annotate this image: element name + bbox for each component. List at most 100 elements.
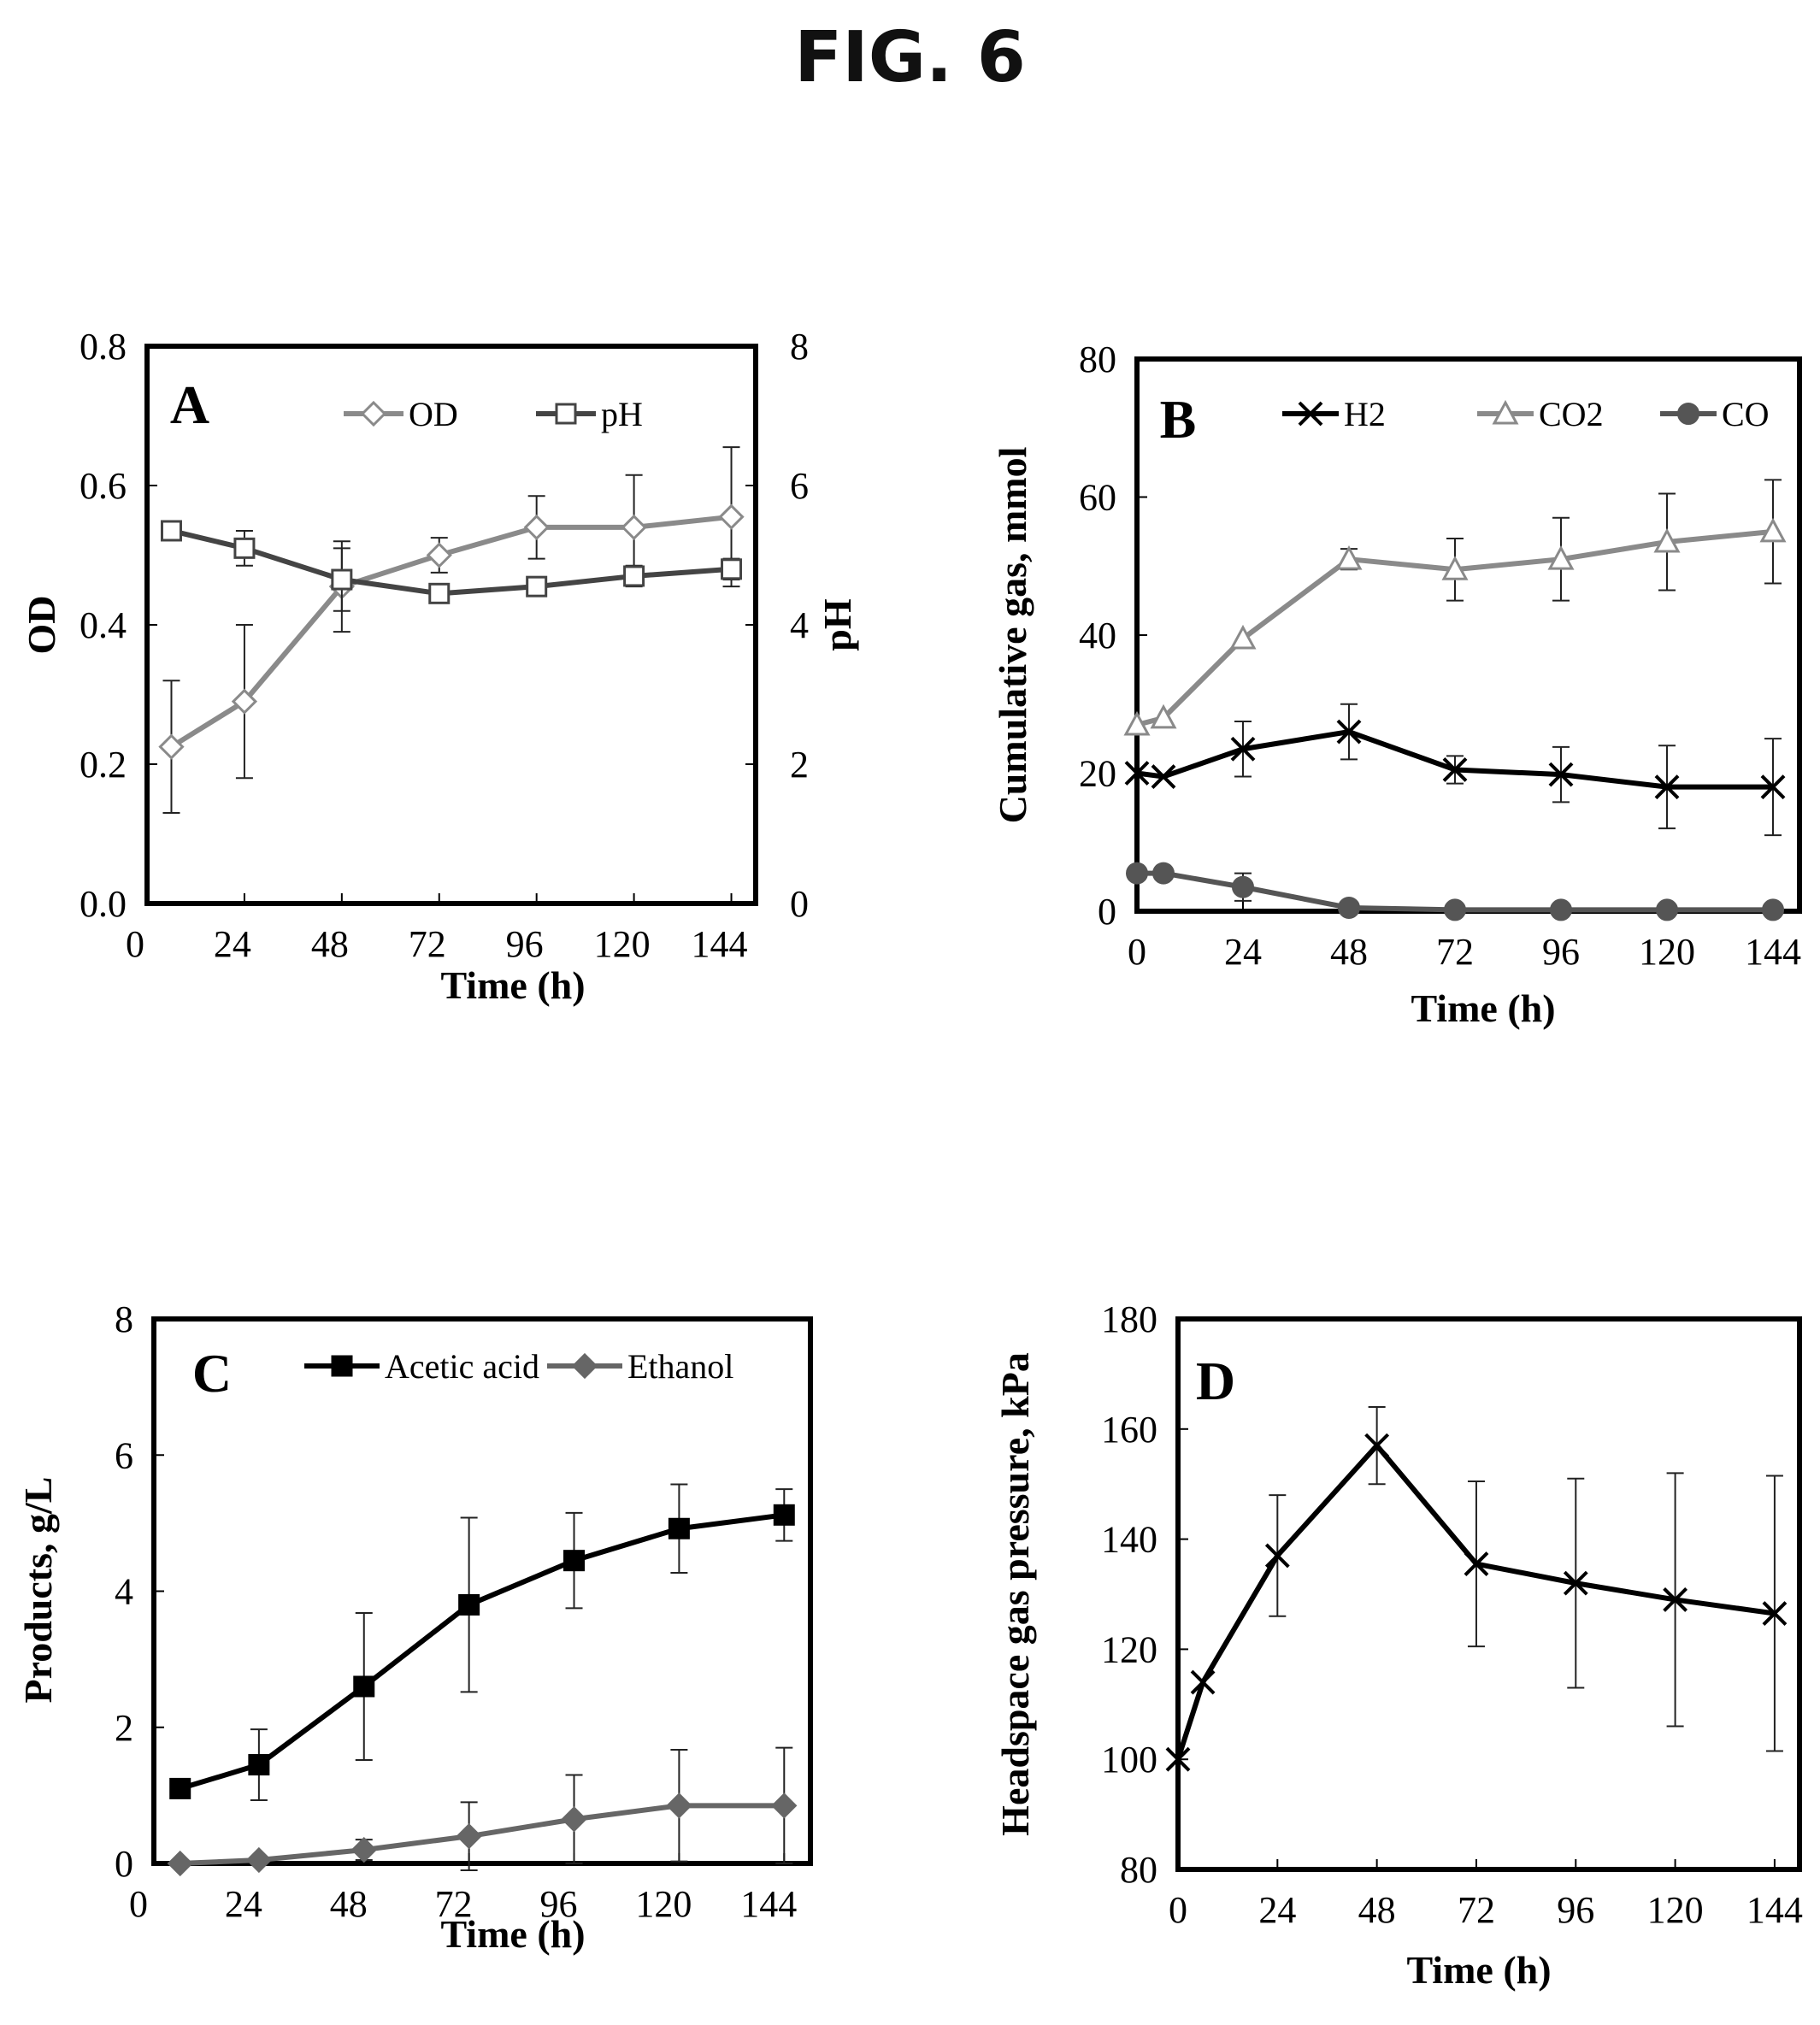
panel-a-y2-tick-label: 2 — [790, 744, 809, 786]
panel-a-data-point — [718, 503, 745, 530]
panel-c-x-tick-label: 0 — [129, 1883, 148, 1925]
panel-a-x-tick-label: 144 — [692, 923, 748, 965]
panel-a-x-tick-label: 0 — [126, 923, 144, 965]
panel-c-data-point — [561, 1806, 587, 1833]
panel-b-data-point — [1230, 736, 1256, 762]
panel-a-x-tick-label: 48 — [311, 923, 349, 965]
panel-c-data-point — [668, 1517, 690, 1539]
panel-a-y-tick-label: 0.2 — [80, 744, 127, 786]
panel-a-y-tick-label: 0.6 — [80, 465, 127, 507]
panel-b-x-tick-label: 120 — [1639, 931, 1695, 973]
panel-a-letter: A — [170, 374, 209, 435]
panel-b-data-point — [1229, 624, 1257, 650]
panel-b-data-point — [1548, 762, 1574, 787]
panel-c-y-tick-label: 4 — [115, 1571, 133, 1613]
panel-a-legend-label: pH — [601, 395, 643, 433]
panel-c-x-axis-title: Time (h) — [440, 1912, 585, 1956]
panel-a-y2-tick-label: 8 — [790, 326, 809, 368]
panel-a-data-point — [523, 514, 550, 541]
panel-a-x-tick-label: 96 — [506, 923, 544, 965]
panel-b-data-point — [1123, 710, 1151, 736]
panel-d-data-point — [1165, 1746, 1191, 1772]
panel-d-series-line — [1175, 1443, 1776, 1761]
panel-c-y-axis-title: Products, g/L — [16, 1477, 60, 1704]
panel-a-legend: OD pH — [344, 395, 643, 433]
panel-b-x-tick-label: 96 — [1542, 931, 1580, 973]
panel-b-x-tick-label: 0 — [1128, 931, 1146, 973]
panel-a-x-tick-label: 24 — [214, 923, 251, 965]
panel-d-data-point — [1364, 1433, 1390, 1458]
panel-d-x-tick-label: 96 — [1557, 1889, 1594, 1931]
panel-b-x-tick-label: 48 — [1330, 931, 1368, 973]
panel-b-data-point — [1335, 545, 1363, 570]
panel-b-x-tick-label: 24 — [1224, 931, 1262, 973]
panel-a-y-tick-label: 0.0 — [80, 883, 127, 925]
panel-a-data-point — [331, 568, 353, 591]
panel-c-series-line — [179, 1512, 785, 1792]
panel-a-data-point — [428, 582, 451, 604]
panel-b-data-point — [1151, 764, 1176, 789]
panel-b-x-axis-title: Time (h) — [1411, 986, 1555, 1030]
panel-a-data-point — [426, 542, 452, 568]
panel-b-data-point — [1442, 757, 1468, 782]
panel-b-legend: H2 CO2 CO — [1282, 395, 1770, 433]
panel-d-x-tick-label: 0 — [1169, 1889, 1187, 1931]
panel-b-data-point — [1547, 545, 1575, 570]
panel-b-data-point — [1444, 898, 1466, 921]
panel-b-plot-frame — [1134, 356, 1802, 914]
panel-c-data-point — [456, 1823, 482, 1850]
panel-c-x-tick-label: 24 — [225, 1883, 262, 1925]
panel-c-x-tick-label: 96 — [540, 1883, 578, 1925]
panel-c-series-0 — [169, 1483, 795, 1801]
panel-b-data-point — [1150, 703, 1177, 729]
panel-a-x-axis-title: Time (h) — [440, 963, 585, 1007]
panel-c-data-point — [350, 1836, 377, 1863]
panel-d-x-tick-label: 120 — [1647, 1889, 1704, 1931]
panel-c-data-point — [773, 1504, 795, 1526]
panel-b-data-point — [1759, 517, 1787, 543]
panel-b-data-point — [1441, 556, 1469, 580]
panel-d-data-point — [1464, 1551, 1489, 1576]
panel-b-series-line — [1136, 528, 1774, 727]
panel-b-data-point — [1654, 774, 1680, 800]
panel-c-x-tick-label: 72 — [435, 1883, 473, 1925]
panel-b-y-tick-label: 40 — [1079, 615, 1116, 656]
panel-d-y-tick-label: 120 — [1101, 1628, 1157, 1670]
panel-c-y-tick-label: 0 — [115, 1843, 133, 1885]
panel-b-legend-label: H2 — [1344, 395, 1386, 433]
panel-d-x-tick-label: 24 — [1258, 1889, 1296, 1931]
panel-a-data-point — [621, 514, 647, 541]
panel-a-legend-marker — [360, 400, 387, 427]
panel-c-x-tick-label: 120 — [635, 1883, 692, 1925]
panel-d-y-axis-title: Headspace gas pressure, kPa — [993, 1352, 1037, 1836]
panel-c-x-tick-label: 144 — [740, 1883, 797, 1925]
panel-b-series-1 — [1123, 479, 1787, 736]
panel-a-series-line — [170, 528, 732, 597]
panel-b-data-point — [1550, 898, 1572, 921]
panel-b-data-point — [1124, 761, 1150, 786]
panel-d-y-tick-label: 100 — [1101, 1739, 1157, 1781]
panel-a-y-tick-label: 0.8 — [80, 326, 127, 368]
panel-d-x-tick-label: 144 — [1746, 1889, 1803, 1931]
panel-b-data-point — [1232, 875, 1254, 898]
panel-b-data-point — [1656, 898, 1678, 921]
panel-d-letter: D — [1196, 1351, 1235, 1411]
panel-b-y-axis-title: Cumulative gas, mmol — [991, 447, 1034, 824]
panel-c-y-tick-label: 8 — [115, 1298, 133, 1340]
panel-b-y-tick-label: 20 — [1079, 753, 1116, 795]
panel-a-legend-label: OD — [409, 395, 458, 433]
panel-d-x-tick-label: 48 — [1358, 1889, 1396, 1931]
panel-a-series-1 — [160, 520, 743, 612]
panel-b-x-tick-label: 72 — [1436, 931, 1474, 973]
panel-b-data-point — [1126, 862, 1148, 885]
panel-d: 0 24 48 72 96 120 144 80 100 120 140 160 180 Time (h)… — [993, 1298, 1803, 1992]
panel-c-data-point — [458, 1593, 480, 1616]
panel-c-letter: C — [192, 1343, 232, 1404]
panel-a-y2-axis-title: pH — [816, 598, 859, 651]
panel-c-legend-label: Acetic acid — [385, 1347, 539, 1386]
panel-b-data-point — [1336, 719, 1362, 745]
panel-c-x-tick-label: 48 — [330, 1883, 368, 1925]
panel-b-series-2 — [1126, 862, 1784, 921]
panel-d-y-tick-label: 140 — [1101, 1519, 1157, 1561]
panel-b-legend-marker — [1492, 399, 1519, 425]
